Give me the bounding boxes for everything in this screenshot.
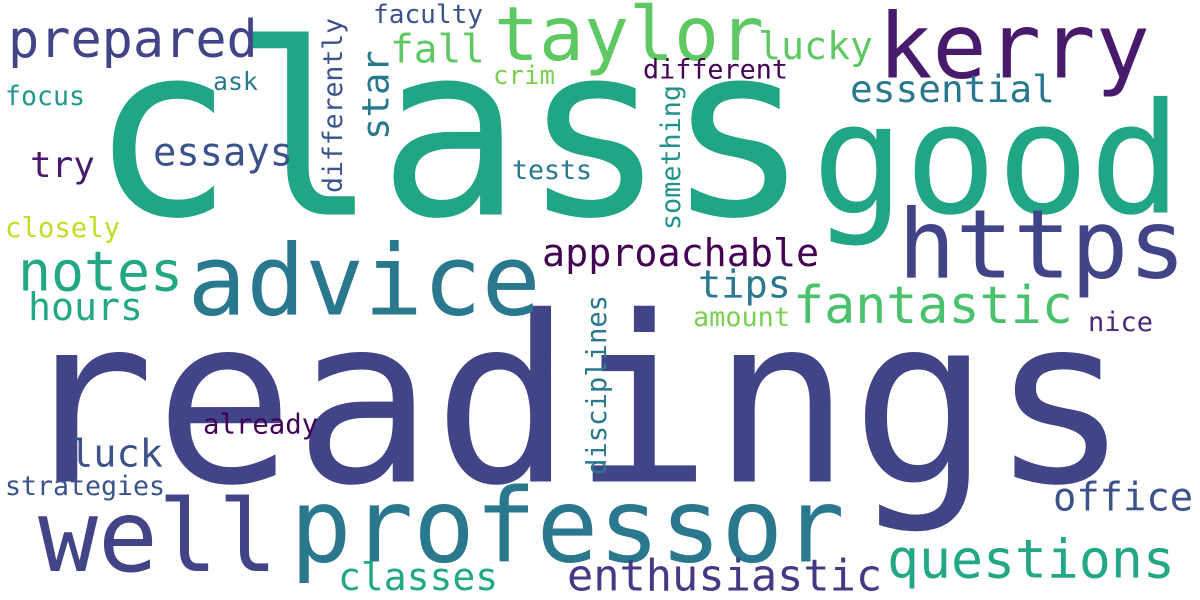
word-fall: fall [390,26,485,73]
word-prepared: prepared [8,10,258,70]
word-faculty: faculty [373,0,484,30]
word-closely: closely [5,213,121,244]
word-nice: nice [1088,307,1153,338]
word-disciplines: disciplines [582,294,613,475]
word-office: office [1053,475,1194,521]
word-advice: advice [187,224,541,339]
word-luck: luck [70,431,163,477]
word-taylor: taylor [494,0,765,78]
word-readings: readings [15,266,1130,537]
word-essential: essential [850,67,1055,111]
word-ask: ask [213,67,258,96]
word-classes: classes [338,555,499,599]
word-approachable: approachable [542,231,820,276]
word-professor: professor [290,467,845,587]
word-differently: differently [318,17,349,193]
word-notes: notes [18,239,183,304]
word-questions: questions [887,528,1175,591]
word-something: something [656,85,687,230]
word-already: already [203,409,319,441]
word-lucky: lucky [758,25,874,69]
word-kerry: kerry [878,0,1151,100]
word-essays: essays [153,130,294,176]
word-well: well [38,480,278,595]
word-fantastic: fantastic [793,276,1073,336]
word-crim: crim [493,61,555,91]
word-different: different [643,54,788,86]
word-enthusiastic: enthusiastic [567,551,883,600]
word-hours: hours [28,286,144,330]
word-star: star [353,50,398,140]
word-amount: amount [693,302,791,333]
word-focus: focus [5,81,86,112]
word-try: try [30,145,95,186]
word-good: good [812,70,1182,250]
word-class: class [90,0,811,272]
word-tips: tips [698,262,791,308]
word-https: https [898,188,1186,301]
word-strategies: strategies [5,471,166,502]
word-tests: tests [512,155,593,186]
